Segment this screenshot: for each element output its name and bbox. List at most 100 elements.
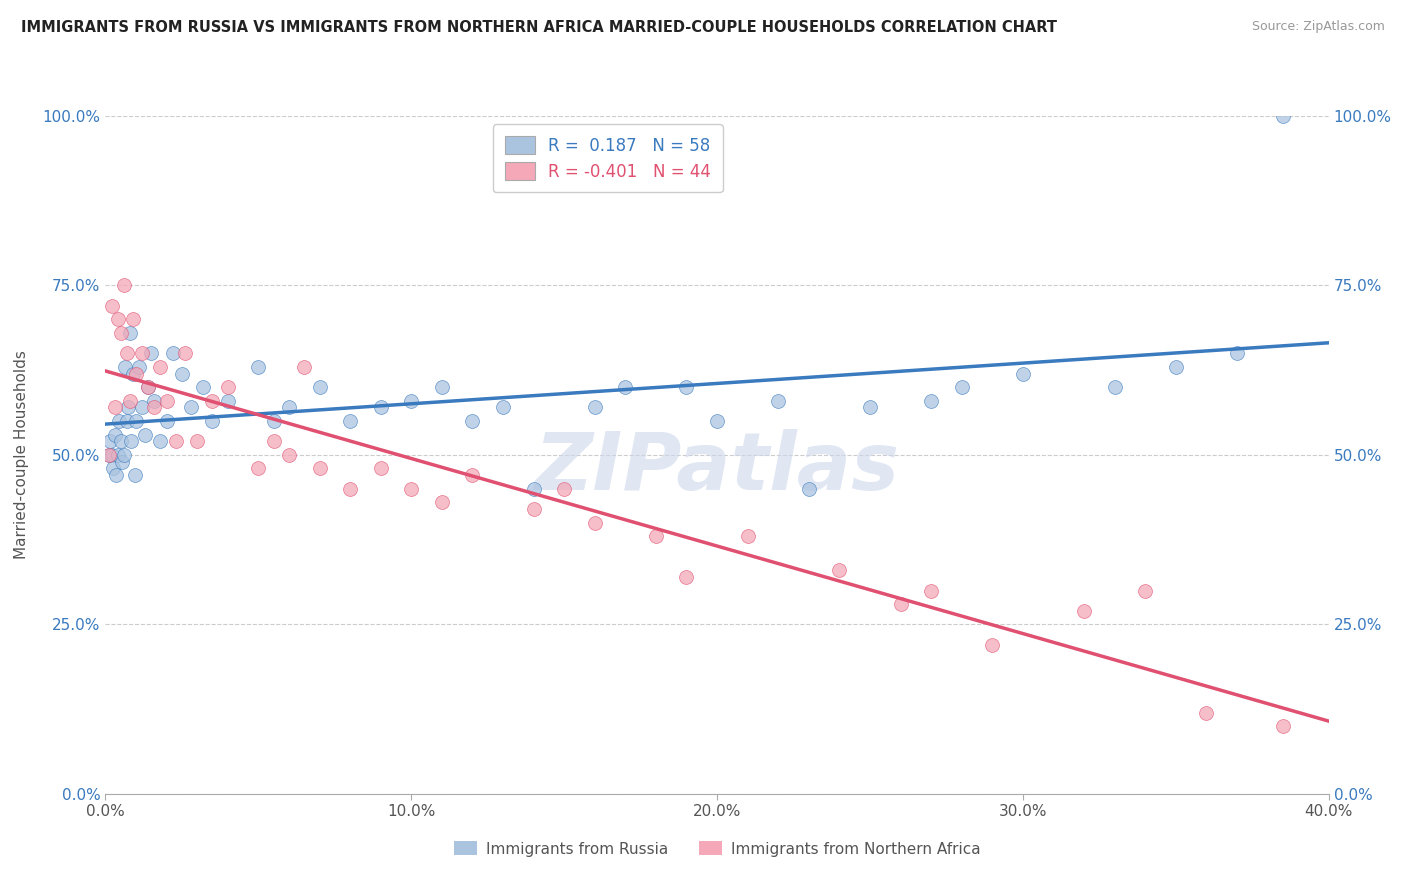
Point [583, 401, 606, 415]
Point [112, 278, 135, 293]
Point [143, 401, 166, 415]
Point [97, 448, 120, 462]
Point [107, 448, 129, 462]
Point [401, 482, 423, 496]
Point [339, 482, 361, 496]
Point [950, 380, 973, 394]
Point [263, 414, 285, 428]
Point [156, 393, 179, 408]
Point [174, 346, 197, 360]
Point [217, 393, 239, 408]
Point [104, 401, 127, 415]
Point [1226, 346, 1249, 360]
Point [101, 461, 124, 475]
Point [981, 638, 1004, 652]
Point [128, 359, 150, 374]
Text: Source: ZipAtlas.com: Source: ZipAtlas.com [1251, 20, 1385, 33]
Point [131, 346, 153, 360]
Point [149, 359, 172, 374]
Point [122, 312, 145, 326]
Point [217, 380, 239, 394]
Point [125, 367, 148, 381]
Point [920, 393, 942, 408]
Point [105, 468, 128, 483]
Point [1164, 359, 1187, 374]
Point [124, 468, 146, 483]
Point [370, 401, 392, 415]
Point [118, 393, 141, 408]
Point [1133, 583, 1156, 598]
Point [430, 495, 453, 509]
Point [675, 570, 697, 584]
Legend: Immigrants from Russia, Immigrants from Northern Africa: Immigrants from Russia, Immigrants from … [446, 834, 988, 864]
Point [100, 448, 122, 462]
Point [125, 414, 148, 428]
Point [859, 401, 882, 415]
Point [263, 434, 285, 449]
Point [523, 482, 546, 496]
Point [162, 346, 184, 360]
Point [193, 380, 215, 394]
Point [186, 434, 208, 449]
Point [115, 346, 138, 360]
Point [108, 414, 131, 428]
Point [247, 359, 270, 374]
Point [461, 414, 484, 428]
Point [1271, 719, 1294, 733]
Point [117, 401, 139, 415]
Point [122, 367, 145, 381]
Y-axis label: Married-couple Households: Married-couple Households [14, 351, 28, 559]
Point [141, 346, 163, 360]
Point [370, 461, 392, 475]
Point [136, 380, 159, 394]
Point [308, 461, 330, 475]
Point [149, 434, 172, 449]
Point [114, 359, 136, 374]
Point [180, 401, 202, 415]
Point [797, 482, 820, 496]
Point [131, 401, 153, 415]
Point [583, 516, 606, 530]
Point [1271, 109, 1294, 123]
Point [890, 597, 912, 611]
Point [247, 461, 270, 475]
Text: IMMIGRANTS FROM RUSSIA VS IMMIGRANTS FROM NORTHERN AFRICA MARRIED-COUPLE HOUSEHO: IMMIGRANTS FROM RUSSIA VS IMMIGRANTS FRO… [21, 20, 1057, 35]
Point [100, 299, 122, 313]
Point [115, 414, 138, 428]
Point [112, 448, 135, 462]
Point [430, 380, 453, 394]
Point [278, 401, 301, 415]
Point [401, 393, 423, 408]
Point [98, 434, 121, 449]
Point [110, 434, 132, 449]
Point [553, 482, 575, 496]
Point [201, 393, 224, 408]
Point [828, 563, 851, 577]
Point [201, 414, 224, 428]
Point [737, 529, 759, 543]
Point [120, 434, 142, 449]
Point [110, 326, 132, 340]
Point [156, 414, 179, 428]
Point [614, 380, 637, 394]
Point [461, 468, 484, 483]
Text: ZIPatlas: ZIPatlas [534, 429, 900, 508]
Point [1012, 367, 1035, 381]
Point [920, 583, 942, 598]
Point [1104, 380, 1126, 394]
Point [111, 455, 134, 469]
Point [143, 393, 166, 408]
Point [1195, 706, 1218, 720]
Point [134, 427, 156, 442]
Point [675, 380, 697, 394]
Point [768, 393, 790, 408]
Point [118, 326, 141, 340]
Point [97, 448, 120, 462]
Point [107, 312, 129, 326]
Point [644, 529, 668, 543]
Point [492, 401, 515, 415]
Point [170, 367, 193, 381]
Point [278, 448, 301, 462]
Point [136, 380, 159, 394]
Point [1073, 604, 1095, 618]
